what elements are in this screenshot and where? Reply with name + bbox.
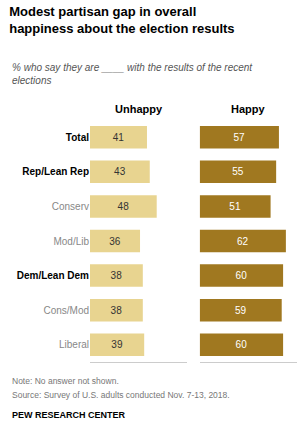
svg-text:Cons/Mod: Cons/Mod	[43, 305, 89, 316]
svg-text:Note: No answer not shown.: Note: No answer not shown.	[12, 376, 119, 386]
svg-text:57: 57	[234, 132, 246, 143]
svg-text:Happy: Happy	[231, 103, 266, 115]
svg-text:Source: Survey of U.S. adults: Source: Survey of U.S. adults conducted …	[12, 390, 230, 400]
svg-text:36: 36	[109, 236, 121, 247]
svg-text:Modest partisan gap in overall: Modest partisan gap in overallhappiness …	[9, 4, 234, 36]
svg-text:60: 60	[236, 339, 248, 350]
svg-text:51: 51	[229, 201, 241, 212]
svg-text:Conserv: Conserv	[52, 201, 89, 212]
svg-text:Total: Total	[66, 132, 89, 143]
svg-text:PEW RESEARCH CENTER: PEW RESEARCH CENTER	[12, 410, 126, 420]
svg-text:62: 62	[237, 236, 249, 247]
svg-text:Liberal: Liberal	[59, 339, 89, 350]
svg-text:41: 41	[113, 132, 125, 143]
svg-text:59: 59	[235, 305, 247, 316]
svg-text:Mod/Lib: Mod/Lib	[53, 236, 89, 247]
svg-text:38: 38	[111, 270, 123, 281]
svg-text:Unhappy: Unhappy	[115, 103, 163, 115]
svg-text:38: 38	[111, 305, 123, 316]
svg-text:39: 39	[111, 339, 123, 350]
svg-text:Rep/Lean Rep: Rep/Lean Rep	[22, 166, 89, 177]
svg-text:43: 43	[114, 166, 126, 177]
svg-text:% who say they are ____ with t: % who say they are ____ with the results…	[12, 62, 253, 86]
svg-text:60: 60	[236, 270, 248, 281]
svg-text:48: 48	[118, 201, 130, 212]
svg-text:Dem/Lean Dem: Dem/Lean Dem	[17, 270, 89, 281]
svg-text:55: 55	[232, 166, 244, 177]
